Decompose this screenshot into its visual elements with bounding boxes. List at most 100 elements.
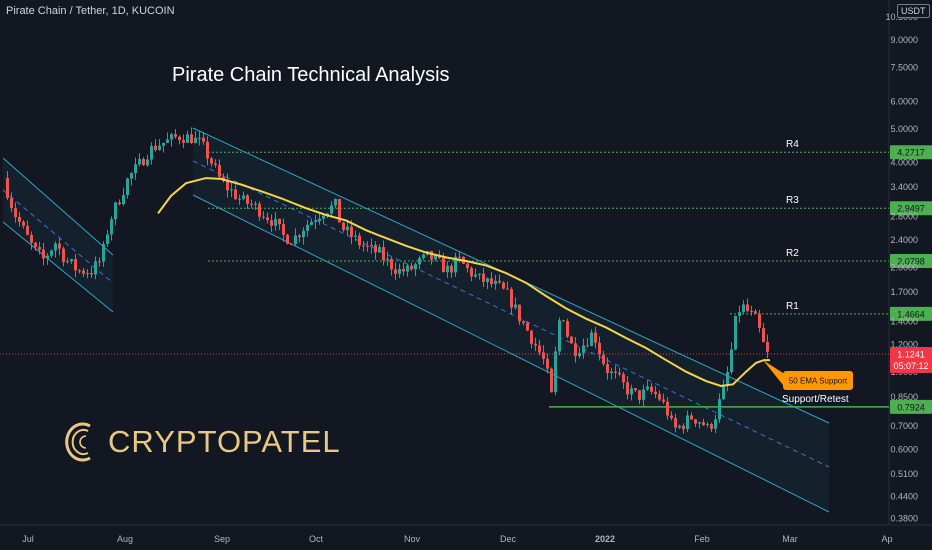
candle-body bbox=[94, 261, 97, 275]
brand-logo-icon bbox=[65, 422, 91, 462]
candle-body bbox=[250, 203, 253, 205]
candle-body bbox=[98, 261, 101, 263]
candle-body bbox=[162, 142, 165, 146]
price-tick-10: 1.7000 bbox=[890, 287, 918, 297]
time-tick-6: 2022 bbox=[595, 534, 615, 544]
candle-body bbox=[606, 363, 609, 374]
candle-body bbox=[398, 268, 401, 274]
candle-body bbox=[338, 198, 341, 223]
candle-body bbox=[226, 181, 229, 191]
candle-body bbox=[18, 216, 21, 222]
candle-body bbox=[722, 384, 725, 400]
candle-body bbox=[638, 390, 641, 400]
candle-body bbox=[466, 263, 469, 269]
candle-body bbox=[282, 224, 285, 235]
level-name-1: R3 bbox=[786, 195, 799, 206]
price-tick-2: 7.5000 bbox=[890, 63, 918, 73]
candle-body bbox=[134, 164, 137, 174]
candle-body bbox=[210, 158, 213, 164]
price-tick-6: 3.4000 bbox=[890, 182, 918, 192]
candle-body bbox=[742, 304, 745, 313]
candle-body bbox=[270, 220, 273, 226]
candle-body bbox=[158, 145, 161, 150]
time-tick-2: Sep bbox=[214, 534, 230, 544]
candle-body bbox=[42, 249, 45, 259]
candle-body bbox=[242, 195, 245, 199]
candle-body bbox=[698, 422, 701, 424]
candle-body bbox=[30, 234, 33, 243]
candle-body bbox=[382, 247, 385, 260]
currency-badge[interactable]: USDT bbox=[897, 4, 930, 18]
channel-left-lower bbox=[2, 221, 114, 313]
candle-body bbox=[206, 141, 209, 159]
candle-body bbox=[302, 230, 305, 238]
level-tag-value-1: 2.9497 bbox=[897, 204, 925, 214]
price-tick-16: 0.6000 bbox=[890, 444, 918, 454]
time-tick-7: Feb bbox=[694, 534, 710, 544]
candle-body bbox=[274, 218, 277, 226]
candles bbox=[6, 127, 769, 434]
candle-body bbox=[674, 418, 677, 428]
candle-body bbox=[710, 424, 713, 429]
candle-body bbox=[442, 257, 445, 273]
candle-body bbox=[478, 273, 481, 275]
candle-body bbox=[718, 399, 721, 420]
candle-body bbox=[666, 401, 669, 416]
candle-body bbox=[534, 343, 537, 346]
candle-body bbox=[550, 368, 553, 393]
candle-body bbox=[322, 215, 325, 219]
candle-body bbox=[410, 265, 413, 270]
price-tick-5: 4.0000 bbox=[890, 158, 918, 168]
callout-text: 50 EMA Support bbox=[789, 377, 848, 386]
candle-body bbox=[602, 354, 605, 364]
candle-body bbox=[262, 216, 265, 218]
candle-body bbox=[378, 247, 381, 253]
candle-body bbox=[402, 268, 405, 272]
candle-body bbox=[474, 274, 477, 277]
candle-body bbox=[590, 332, 593, 346]
candle-body bbox=[450, 265, 453, 273]
candle-body bbox=[278, 218, 281, 225]
time-tick-8: Mar bbox=[782, 534, 798, 544]
candle-body bbox=[650, 386, 653, 392]
candle-body bbox=[130, 173, 133, 179]
candle-body bbox=[694, 419, 697, 424]
candle-body bbox=[118, 202, 121, 205]
level-tag-value-3: 1.4664 bbox=[897, 309, 925, 319]
candle-body bbox=[558, 320, 561, 352]
candle-body bbox=[522, 321, 525, 323]
candle-body bbox=[626, 382, 629, 395]
candle-body bbox=[570, 336, 573, 344]
candle-body bbox=[498, 280, 501, 283]
candle-body bbox=[254, 203, 257, 205]
candle-body bbox=[518, 304, 521, 322]
candle-body bbox=[38, 247, 41, 250]
candle-body bbox=[578, 352, 581, 357]
candle-body bbox=[106, 234, 109, 245]
price-tick-11: 1.4000 bbox=[890, 316, 918, 326]
candle-body bbox=[446, 265, 449, 273]
candle-body bbox=[734, 315, 737, 350]
candle-body bbox=[354, 235, 357, 237]
candle-body bbox=[598, 342, 601, 355]
candle-body bbox=[646, 386, 649, 390]
candle-body bbox=[486, 278, 489, 283]
candle-body bbox=[634, 388, 637, 391]
candle-body bbox=[682, 425, 685, 430]
candle-body bbox=[178, 136, 181, 141]
price-tick-1: 9.0000 bbox=[890, 35, 918, 45]
candle-body bbox=[150, 145, 153, 160]
candle-body bbox=[610, 371, 613, 374]
price-tick-15: 0.7000 bbox=[890, 421, 918, 431]
candle-body bbox=[414, 264, 417, 270]
candle-body bbox=[154, 145, 157, 150]
candle-body bbox=[142, 158, 145, 166]
price-tick-17: 0.5100 bbox=[890, 469, 918, 479]
symbol-header[interactable]: Pirate Chain / Tether, 1D, KUCOIN bbox=[6, 5, 175, 17]
candle-body bbox=[390, 258, 393, 270]
price-tick-12: 1.2000 bbox=[890, 340, 918, 350]
candle-body bbox=[386, 258, 389, 260]
callout-pointer bbox=[763, 360, 783, 385]
candle-body bbox=[730, 349, 733, 372]
